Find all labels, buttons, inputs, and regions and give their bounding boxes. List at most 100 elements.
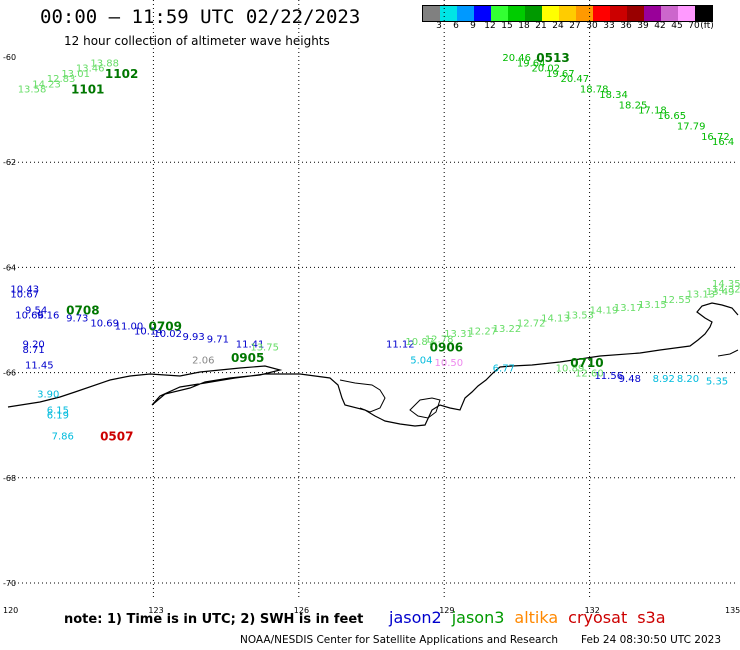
wave-height-value: 6.15 — [47, 405, 69, 416]
satellite-name: cryosat — [568, 608, 628, 627]
wave-height-value: 14.32 — [712, 284, 740, 295]
pass-id-label: 0708 — [66, 303, 99, 317]
wave-height-value: 14.23 — [32, 79, 61, 90]
legend-swatch — [423, 6, 440, 21]
wave-height-value: 8.71 — [23, 345, 45, 356]
coastline-detail — [339, 349, 739, 419]
wave-height-value: 3.90 — [37, 390, 59, 401]
wave-height-value: 13.58 — [18, 85, 47, 96]
pass-id-label: 0507 — [100, 430, 133, 444]
wave-height-value: 5.04 — [410, 355, 432, 366]
wave-height-value: 18.78 — [580, 85, 609, 96]
pass-id-label: 1101 — [71, 83, 104, 97]
legend-tick: 30 — [586, 21, 598, 31]
latitude-label: -60 — [3, 53, 16, 62]
legend-swatch — [491, 6, 508, 21]
wave-height-value: 9.48 — [619, 374, 641, 385]
map-subtitle: 12 hour collection of altimeter wave hei… — [64, 34, 330, 48]
legend-tick: 12 — [484, 21, 496, 31]
legend-tick: 42 — [654, 21, 666, 31]
legend-swatch — [525, 6, 542, 21]
legend-tick: 9 — [470, 21, 476, 31]
wave-height-value: 5.35 — [706, 376, 728, 387]
wave-height-value: 9.71 — [207, 334, 229, 345]
legend-swatch — [542, 6, 559, 21]
legend-tick: 70 — [688, 21, 700, 31]
wave-height-value: 12.60 — [575, 369, 604, 380]
wave-height-value: 13.17 — [614, 303, 643, 314]
satellite-name: s3a — [637, 608, 666, 627]
pass-id-label: 0906 — [430, 340, 463, 354]
wave-height-value: 14.19 — [590, 305, 619, 316]
pass-id-label: 1102 — [105, 67, 138, 81]
wave-height-value: 16.4 — [712, 137, 734, 148]
wave-height-value: 2.06 — [192, 355, 214, 366]
wave-height-value: 10.02 — [153, 329, 182, 340]
latitude-label: -70 — [3, 579, 16, 588]
longitude-label: 120 — [3, 606, 18, 615]
wave-height-value: 11.41 — [236, 340, 265, 351]
antarctic-coastline — [7, 302, 739, 427]
wave-height-value: 18.25 — [619, 100, 648, 111]
legend-swatch — [610, 6, 627, 21]
wave-height-value: 12.55 — [662, 295, 691, 306]
color-scale-ticks: 3 6 9 12 15 18 21 24 27 30 33 36 39 42 45 70 (ft) — [422, 21, 740, 35]
legend-swatch — [661, 6, 678, 21]
wave-height-value: 13.22 — [493, 324, 522, 335]
wave-height-value: 18.34 — [599, 90, 628, 101]
legend-tick: 33 — [603, 21, 615, 31]
wave-height-value: 10.87 — [405, 337, 434, 348]
latitude-label: -62 — [3, 158, 16, 167]
wave-height-value: 13.49 — [706, 287, 735, 298]
legend-tick: 24 — [552, 21, 564, 31]
wave-height-value: 13.13 — [687, 290, 716, 301]
wave-height-value: 10.66 — [15, 311, 44, 322]
longitude-label: 123 — [148, 606, 163, 615]
wave-height-value: 6.77 — [493, 363, 515, 374]
wave-height-value: 12.83 — [47, 74, 76, 85]
wave-height-value: 9.54 — [25, 305, 47, 316]
wave-height-value: 10.67 — [10, 290, 39, 301]
wave-height-value: 9.73 — [66, 313, 88, 324]
longitude-label: 129 — [439, 606, 454, 615]
latitude-label: -68 — [3, 474, 16, 483]
latitude-label: -64 — [3, 263, 16, 272]
legend-swatch — [644, 6, 661, 21]
wave-height-value: 10.14 — [134, 327, 163, 338]
satellite-legend: jason2 jason3 altika cryosat s3a — [389, 608, 676, 627]
wave-height-value: 16.65 — [657, 111, 686, 122]
legend-swatch — [440, 6, 457, 21]
wave-height-value: 9.20 — [23, 340, 45, 351]
wave-height-value: 8.20 — [677, 374, 699, 385]
longitude-label: 135 — [725, 606, 740, 615]
wave-height-value: 12.27 — [468, 327, 497, 338]
longitude-label: 126 — [294, 606, 309, 615]
wave-height-value: 12.72 — [517, 319, 546, 330]
legend-tick: 6 — [453, 21, 459, 31]
pass-id-label: 0905 — [231, 351, 264, 365]
wave-height-value: 14.35 — [712, 279, 740, 290]
legend-tick: (ft) — [700, 21, 714, 31]
wave-height-value: 20.47 — [561, 74, 590, 85]
legend-swatch — [559, 6, 576, 21]
axis-labels: 120 123 126 129 132 135 -60 -62 -64 -66 -68 -70 — [3, 53, 740, 615]
legend-swatch — [678, 6, 695, 21]
satellite-name: altika — [514, 608, 559, 627]
wave-height-value: 11.45 — [25, 361, 54, 372]
wave-height-value: 14.13 — [541, 313, 570, 324]
wave-height-value: 10.69 — [90, 319, 119, 330]
footnote: note: 1) Time is in UTC; 2) SWH is in fe… — [64, 612, 364, 627]
pass-id-label: 0710 — [570, 356, 603, 370]
wave-height-value: 12.78 — [425, 334, 454, 345]
wave-height-value: 9.16 — [37, 311, 59, 322]
wave-height-value: 13.31 — [444, 329, 473, 340]
wave-height-value: 16.72 — [701, 132, 730, 143]
wave-height-value: 19.67 — [546, 69, 575, 80]
wave-height-value: 11.56 — [594, 371, 623, 382]
wave-height-value: 13.46 — [76, 64, 105, 75]
wave-height-value: 13.15 — [638, 300, 667, 311]
wave-height-value: 6.19 — [47, 411, 69, 422]
